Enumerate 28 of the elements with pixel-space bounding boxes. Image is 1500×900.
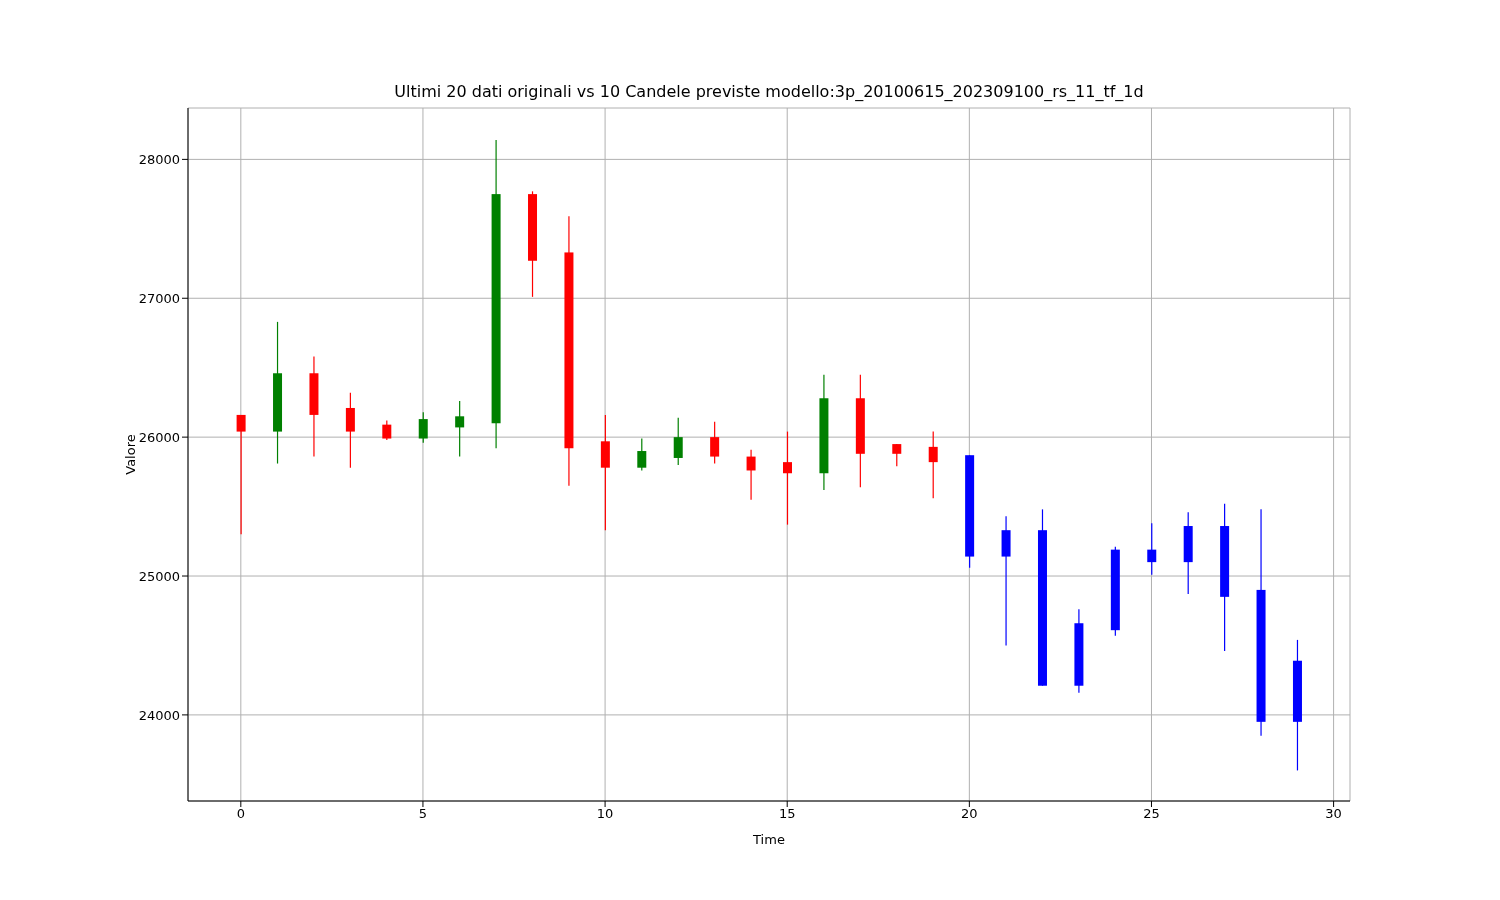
chart-title: Ultimi 20 dati originali vs 10 Candele previste modello:3p_20100615_202309100_rs_11_tf_1d (393, 82, 1145, 101)
y-tick-label: 24000 (138, 707, 180, 723)
candlestick (345, 392, 355, 469)
x-tick-label: 10 (596, 806, 614, 822)
x-tick-label: 30 (1325, 806, 1342, 822)
candlestick (418, 411, 428, 444)
candlestick (382, 419, 392, 441)
candlestick (673, 417, 683, 466)
candlestick (892, 443, 902, 467)
x-axis-title: Time (752, 832, 785, 847)
x-tick-label: 25 (1143, 806, 1160, 822)
candlestick (637, 437, 647, 472)
candlestick (783, 430, 792, 526)
candlestick (928, 430, 938, 499)
y-tick-label: 25000 (138, 568, 180, 584)
candlestick (1147, 522, 1157, 576)
x-tick-label: 15 (778, 806, 796, 822)
candlestick (236, 414, 246, 535)
x-tick-label: 20 (961, 806, 978, 822)
y-tick-label: 26000 (138, 429, 180, 445)
x-tick-label: 5 (418, 806, 428, 822)
y-tick-label: 28000 (138, 152, 180, 167)
candlestick (746, 449, 756, 501)
candlestick (710, 421, 720, 465)
x-tick-label: 0 (236, 806, 245, 822)
y-tick-label: 27000 (138, 290, 180, 306)
y-axis-title: Valore (122, 434, 138, 475)
candlestick (455, 400, 465, 458)
